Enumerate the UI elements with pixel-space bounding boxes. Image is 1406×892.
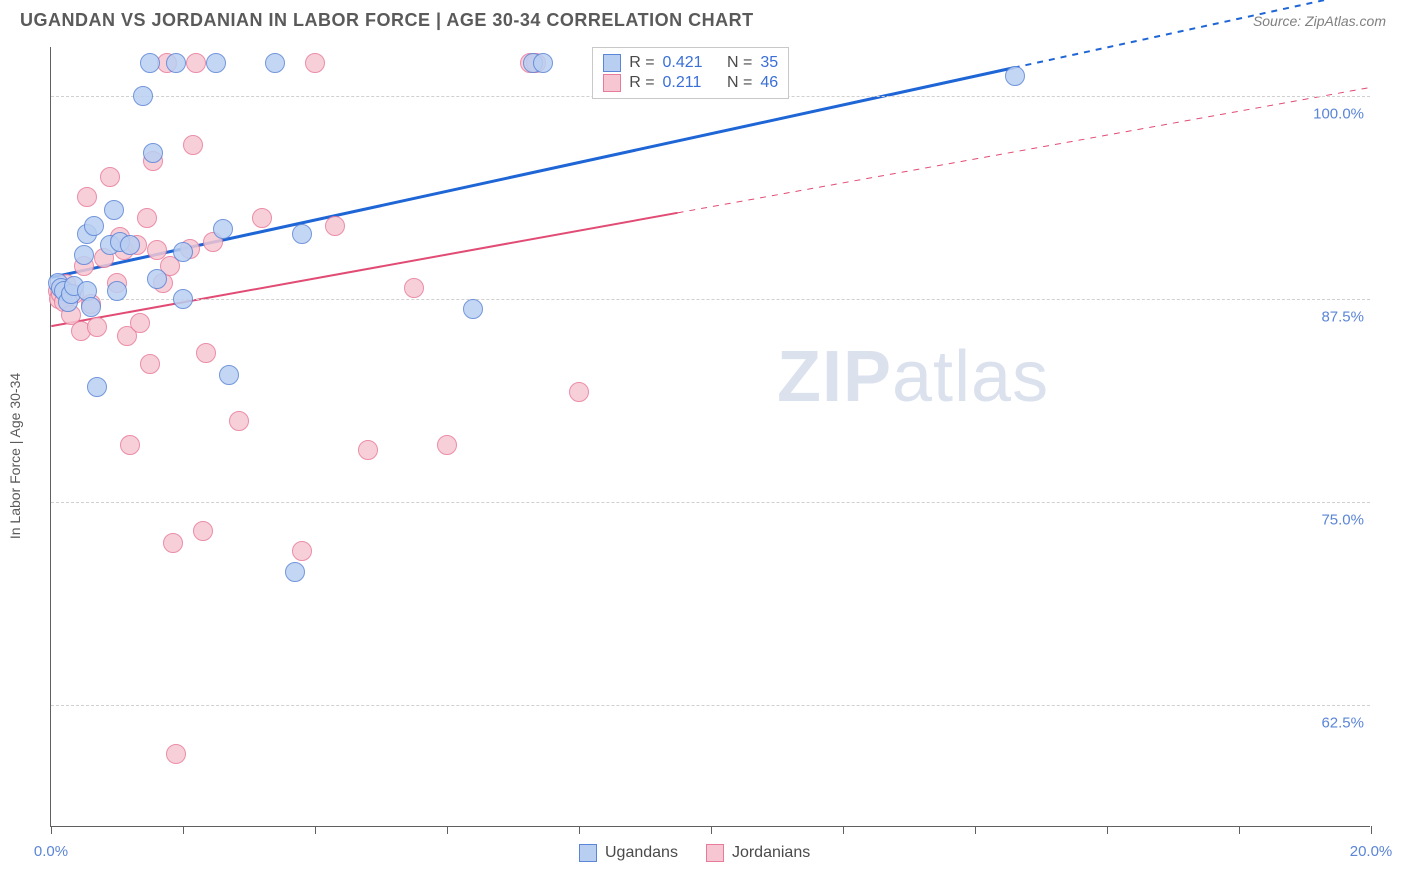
- x-tick: [1107, 826, 1108, 834]
- scatter-point: [183, 135, 203, 155]
- x-tick-label: 20.0%: [1350, 843, 1393, 860]
- x-tick: [843, 826, 844, 834]
- scatter-point: [84, 216, 104, 236]
- scatter-point: [87, 317, 107, 337]
- scatter-point: [569, 382, 589, 402]
- scatter-point: [252, 208, 272, 228]
- legend-swatch: [706, 844, 724, 862]
- scatter-point: [533, 53, 553, 73]
- scatter-point: [229, 411, 249, 431]
- legend-r-label: R =: [629, 54, 654, 72]
- scatter-point: [193, 521, 213, 541]
- scatter-point: [292, 224, 312, 244]
- scatter-point: [130, 313, 150, 333]
- y-tick-label: 87.5%: [1321, 308, 1364, 325]
- x-tick: [579, 826, 580, 834]
- legend-swatch: [603, 54, 621, 72]
- x-tick: [1371, 826, 1372, 834]
- scatter-point: [137, 208, 157, 228]
- y-axis-label: In Labor Force | Age 30-34: [7, 373, 23, 539]
- scatter-point: [463, 299, 483, 319]
- scatter-point: [104, 200, 124, 220]
- scatter-point: [166, 744, 186, 764]
- source-label: Source: ZipAtlas.com: [1253, 13, 1386, 29]
- legend-n-value: 35: [760, 54, 778, 72]
- legend-correlation: R = 0.421 N = 35 R = 0.211 N = 46: [592, 47, 789, 99]
- scatter-point: [163, 533, 183, 553]
- legend-r-value: 0.211: [663, 74, 715, 92]
- y-tick-label: 100.0%: [1313, 105, 1364, 122]
- legend-item: Jordanians: [706, 844, 810, 862]
- y-tick-label: 75.0%: [1321, 512, 1364, 529]
- scatter-point: [173, 242, 193, 262]
- x-tick: [315, 826, 316, 834]
- legend-r-value: 0.421: [663, 54, 715, 72]
- scatter-point: [120, 435, 140, 455]
- scatter-point: [74, 245, 94, 265]
- y-tick-label: 62.5%: [1321, 715, 1364, 732]
- scatter-point: [140, 53, 160, 73]
- scatter-point: [173, 289, 193, 309]
- scatter-point: [166, 53, 186, 73]
- scatter-point: [147, 269, 167, 289]
- scatter-point: [265, 53, 285, 73]
- x-tick: [51, 826, 52, 834]
- legend-series: Ugandans Jordanians: [579, 844, 810, 862]
- legend-item: Ugandans: [579, 844, 678, 862]
- scatter-point: [107, 281, 127, 301]
- scatter-point: [219, 365, 239, 385]
- gridline-h: [51, 299, 1370, 300]
- scatter-point: [196, 343, 216, 363]
- trend-lines-layer: [51, 47, 1370, 826]
- scatter-point: [206, 53, 226, 73]
- gridline-h: [51, 705, 1370, 706]
- scatter-point: [120, 235, 140, 255]
- legend-swatch: [603, 74, 621, 92]
- scatter-point: [1005, 66, 1025, 86]
- scatter-point: [305, 53, 325, 73]
- legend-n-label: N =: [723, 74, 753, 92]
- chart-container: In Labor Force | Age 30-34 62.5%75.0%87.…: [20, 37, 1386, 875]
- scatter-point: [133, 86, 153, 106]
- legend-r-label: R =: [629, 74, 654, 92]
- plot-area: 62.5%75.0%87.5%100.0%0.0%20.0%ZIPatlas R…: [50, 47, 1370, 827]
- scatter-point: [285, 562, 305, 582]
- scatter-point: [140, 354, 160, 374]
- legend-swatch: [579, 844, 597, 862]
- x-tick: [183, 826, 184, 834]
- legend-item-label: Ugandans: [605, 844, 678, 862]
- scatter-point: [77, 187, 97, 207]
- scatter-point: [186, 53, 206, 73]
- scatter-point: [81, 297, 101, 317]
- x-tick: [1239, 826, 1240, 834]
- x-tick: [711, 826, 712, 834]
- legend-row: R = 0.421 N = 35: [603, 54, 778, 72]
- chart-title: UGANDAN VS JORDANIAN IN LABOR FORCE | AG…: [20, 10, 754, 31]
- scatter-point: [437, 435, 457, 455]
- watermark: ZIPatlas: [777, 336, 1049, 418]
- scatter-point: [143, 143, 163, 163]
- scatter-point: [358, 440, 378, 460]
- scatter-point: [292, 541, 312, 561]
- legend-n-label: N =: [723, 54, 753, 72]
- scatter-point: [100, 167, 120, 187]
- x-tick: [975, 826, 976, 834]
- gridline-h: [51, 502, 1370, 503]
- legend-row: R = 0.211 N = 46: [603, 74, 778, 92]
- x-tick-label: 0.0%: [34, 843, 68, 860]
- scatter-point: [325, 216, 345, 236]
- legend-item-label: Jordanians: [732, 844, 810, 862]
- scatter-point: [404, 278, 424, 298]
- scatter-point: [87, 377, 107, 397]
- legend-n-value: 46: [760, 74, 778, 92]
- scatter-point: [213, 219, 233, 239]
- x-tick: [447, 826, 448, 834]
